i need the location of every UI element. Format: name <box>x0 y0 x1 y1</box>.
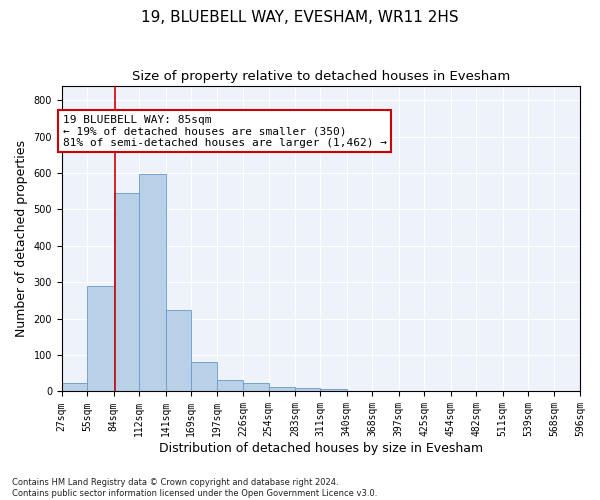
Bar <box>320 390 347 392</box>
Bar <box>139 174 166 392</box>
Title: Size of property relative to detached houses in Evesham: Size of property relative to detached ho… <box>132 70 510 83</box>
Bar <box>113 193 139 392</box>
Text: Contains HM Land Registry data © Crown copyright and database right 2024.
Contai: Contains HM Land Registry data © Crown c… <box>12 478 377 498</box>
Y-axis label: Number of detached properties: Number of detached properties <box>15 140 28 337</box>
Bar <box>87 286 113 392</box>
Bar <box>269 387 295 392</box>
Bar <box>62 384 87 392</box>
Bar <box>243 384 269 392</box>
Text: 19 BLUEBELL WAY: 85sqm
← 19% of detached houses are smaller (350)
81% of semi-de: 19 BLUEBELL WAY: 85sqm ← 19% of detached… <box>62 114 386 148</box>
X-axis label: Distribution of detached houses by size in Evesham: Distribution of detached houses by size … <box>159 442 483 455</box>
Bar <box>166 310 191 392</box>
Text: 19, BLUEBELL WAY, EVESHAM, WR11 2HS: 19, BLUEBELL WAY, EVESHAM, WR11 2HS <box>141 10 459 25</box>
Bar <box>191 362 217 392</box>
Bar <box>217 380 243 392</box>
Bar <box>295 388 320 392</box>
